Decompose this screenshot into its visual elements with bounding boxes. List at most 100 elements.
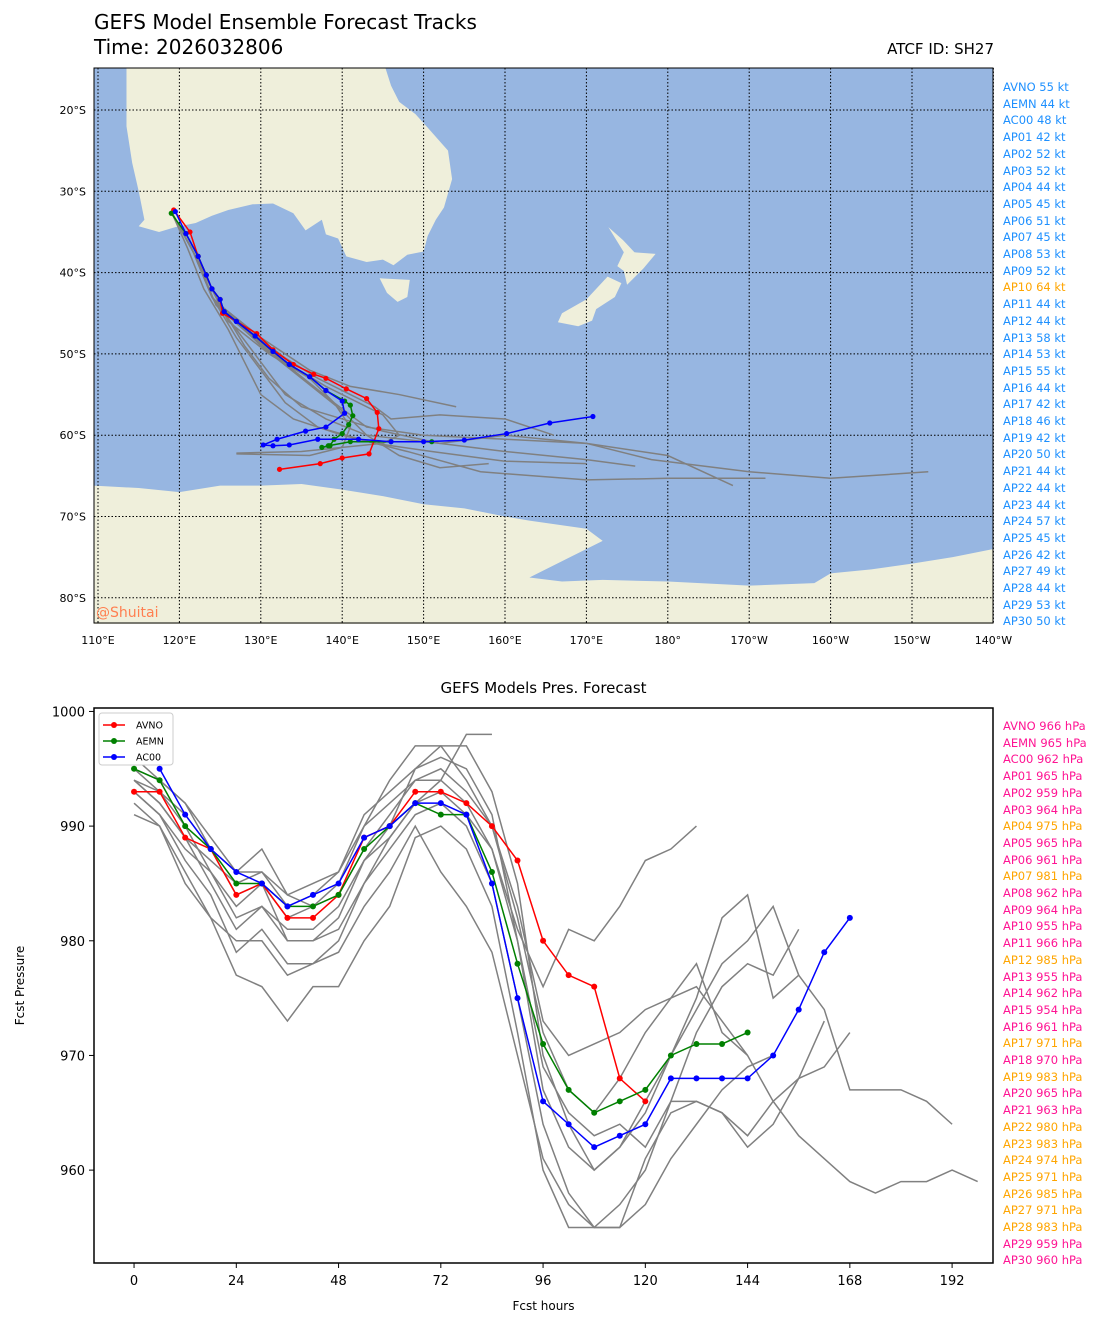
pressure-label: AP22 980 hPa (1003, 1119, 1083, 1134)
wind-label: AP16 44 kt (1003, 380, 1066, 395)
y-axis-label: Fcst Pressure (13, 946, 27, 1026)
wind-label: AP13 58 kt (1003, 330, 1066, 345)
pressure-label: AVNO 966 hPa (1003, 719, 1086, 733)
series-point-avno (540, 937, 547, 944)
wind-label: AP10 64 kt (1003, 280, 1066, 295)
series-point-aemn (565, 1086, 572, 1093)
new-zealand-south (557, 276, 622, 327)
y-tick-label: 990 (60, 820, 85, 835)
pressure-label: AP10 955 hPa (1003, 919, 1083, 934)
pressure-label: AP29 959 hPa (1003, 1236, 1083, 1251)
pressure-label: AP27 971 hPa (1003, 1203, 1083, 1218)
pressure-label: AP17 971 hPa (1003, 1036, 1083, 1051)
series-point-ac00 (463, 811, 470, 818)
series-point-ac00 (821, 949, 828, 956)
wind-label: AP03 52 kt (1003, 163, 1066, 178)
legend-label: AC00 (136, 753, 161, 764)
track-point (221, 309, 227, 315)
track-point (270, 443, 276, 449)
series-point-ac00 (719, 1075, 726, 1082)
wind-label: AP08 53 kt (1003, 247, 1066, 261)
lon-tick-label: 170°E (570, 634, 603, 647)
forecast-time: Time: 2026032806 (94, 35, 284, 59)
y-tick-label: 1000 (52, 705, 85, 720)
track-point (374, 409, 380, 416)
series-point-ac00 (795, 1006, 802, 1013)
legend-marker (111, 754, 117, 760)
track-point (347, 402, 353, 408)
wind-label: AP19 42 kt (1003, 430, 1066, 445)
series-point-ac00 (182, 811, 189, 818)
lat-tick-label: 40°S (60, 267, 86, 280)
series-point-aemn (591, 1109, 598, 1116)
wind-label: AVNO 55 kt (1003, 80, 1069, 94)
track-point (347, 439, 353, 445)
legend-marker (111, 738, 117, 744)
legend-marker (111, 722, 117, 728)
member-pressure-line (133, 756, 825, 1149)
series-point-aemn (540, 1040, 547, 1047)
series-point-ac00 (591, 1144, 598, 1151)
track-point (547, 420, 553, 426)
pressure-label: AP06 961 hPa (1003, 852, 1083, 867)
lat-tick-label: 60°S (60, 429, 86, 442)
wind-label: AP29 53 kt (1003, 597, 1066, 612)
track-point (388, 439, 394, 445)
lat-tick-label: 30°S (60, 185, 86, 198)
x-tick-label: 0 (130, 1274, 138, 1289)
series-point-ac00 (258, 880, 265, 887)
track-point (274, 436, 280, 442)
wind-label: AEMN 44 kt (1003, 96, 1070, 111)
new-zealand-north (608, 227, 656, 285)
pressure-label: AP25 971 hPa (1003, 1169, 1083, 1184)
track-point (260, 442, 266, 448)
series-point-aemn (437, 811, 444, 818)
pressure-label: AP01 965 hPa (1003, 769, 1083, 784)
x-tick-label: 168 (837, 1274, 862, 1289)
track-point (252, 333, 258, 339)
track-point (342, 410, 348, 416)
lon-tick-label: 160°E (488, 634, 521, 647)
member-track (170, 211, 587, 465)
pressure-label: AP09 964 hPa (1003, 902, 1083, 917)
series-point-avno (514, 857, 521, 864)
track-point (209, 286, 215, 292)
series-point-avno (412, 788, 419, 795)
track-point (323, 387, 329, 394)
series-point-avno (591, 983, 598, 990)
wind-label: AP28 44 kt (1003, 581, 1066, 595)
series-point-aemn (667, 1052, 674, 1059)
chart-frame (93, 707, 994, 1264)
series-point-ac00 (156, 765, 163, 772)
pressure-label: AP12 985 hPa (1003, 952, 1083, 967)
wind-label: AP17 42 kt (1003, 397, 1066, 412)
lon-tick-label: 180° (655, 634, 682, 647)
track-point (504, 430, 510, 437)
wind-label: AP23 44 kt (1003, 497, 1066, 512)
x-axis-label: Fcst hours (512, 1299, 574, 1313)
series-point-ac00 (284, 903, 291, 910)
series-point-ac00 (744, 1075, 751, 1082)
pressure-label: AP23 983 hPa (1003, 1136, 1083, 1151)
member-pressure-line (133, 745, 953, 1172)
x-tick-label: 72 (433, 1274, 450, 1289)
wind-label: AP26 42 kt (1003, 547, 1066, 562)
track-point (317, 461, 323, 467)
wind-label: AP07 45 kt (1003, 230, 1066, 245)
lon-tick-label: 120°E (163, 634, 196, 647)
track-point (302, 428, 309, 434)
series-point-ac00 (846, 914, 853, 921)
series-point-aemn (719, 1040, 726, 1047)
lon-tick-label: 140°E (325, 634, 358, 647)
y-tick-label: 970 (60, 1049, 85, 1064)
member-pressure-line (133, 791, 800, 1229)
member-pressure-line (133, 813, 774, 1229)
series-point-aemn (233, 880, 240, 887)
track-point (346, 422, 352, 428)
track-point (286, 361, 292, 368)
track-point (233, 318, 239, 324)
lat-tick-label: 20°S (60, 104, 86, 117)
series-point-aemn (309, 903, 316, 910)
series-point-ac00 (642, 1121, 649, 1128)
